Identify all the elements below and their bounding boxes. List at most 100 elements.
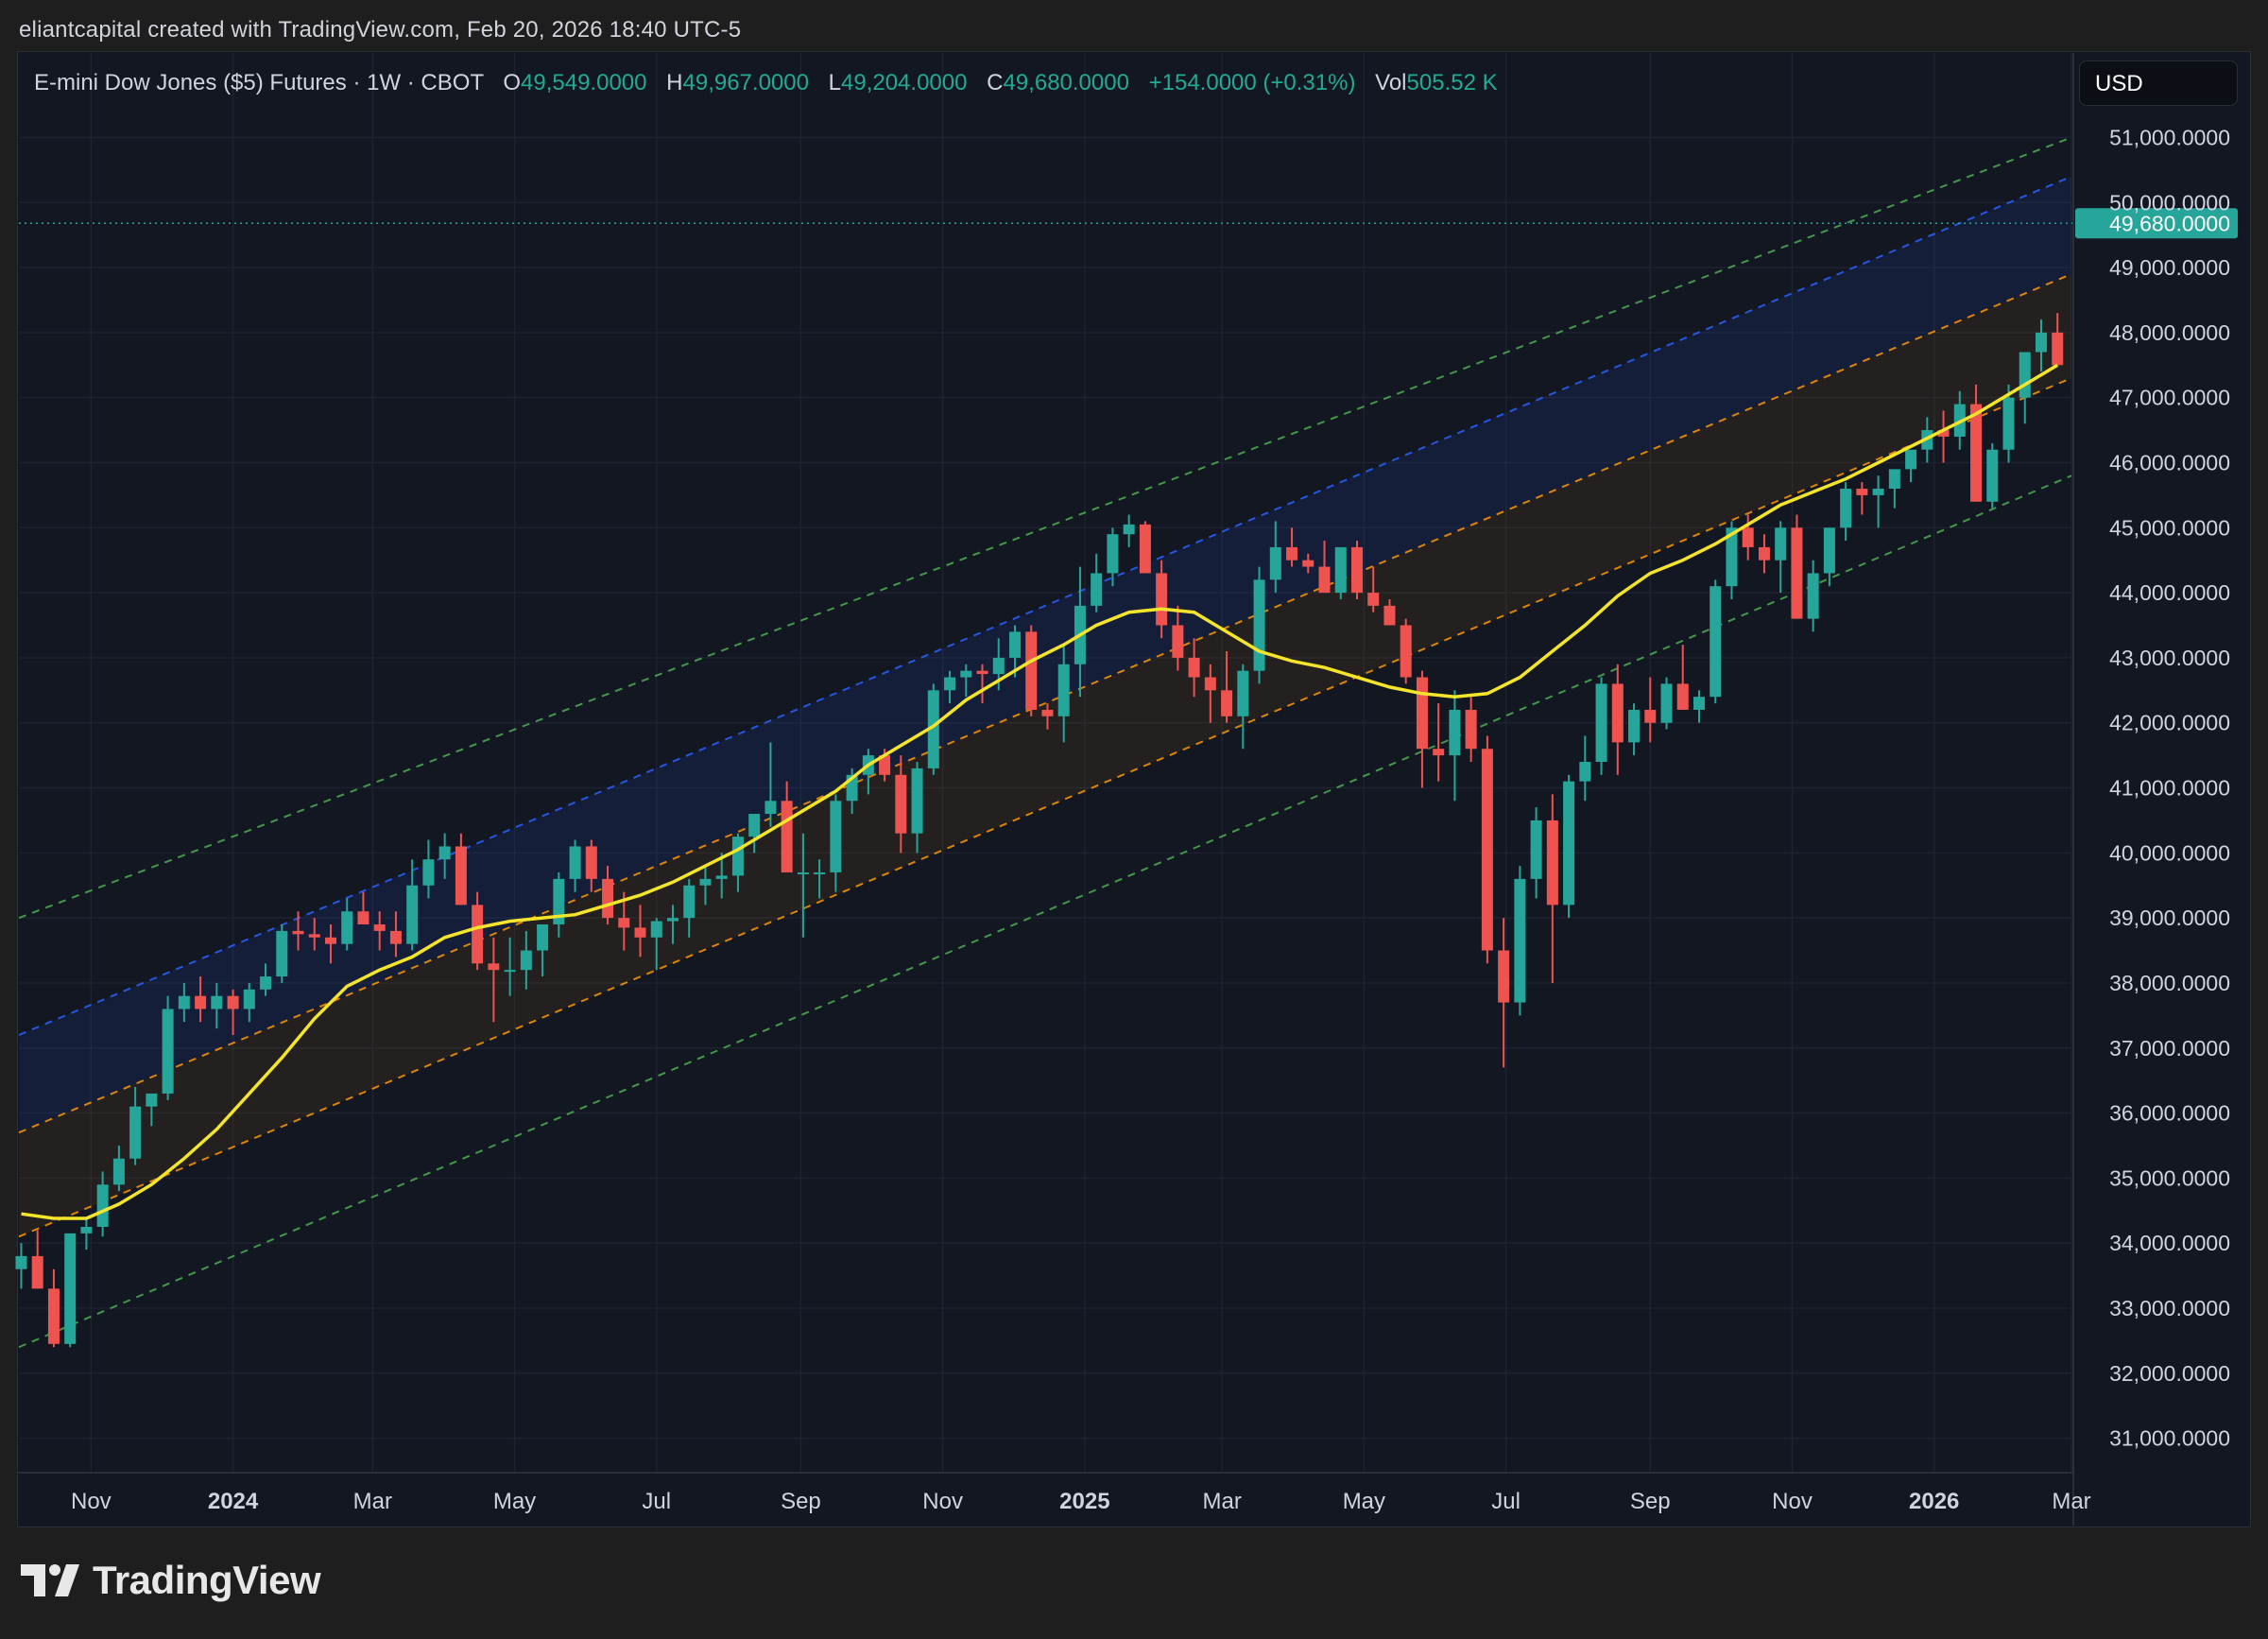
candle-body xyxy=(1204,677,1216,691)
candle-body xyxy=(357,911,369,925)
candle-body xyxy=(1905,449,1917,470)
tradingview-logo[interactable]: TradingView xyxy=(21,1558,321,1603)
candle-body xyxy=(879,755,891,775)
candle xyxy=(1595,677,1607,775)
candle-body xyxy=(1318,566,1331,594)
volume-value: 505.52 K xyxy=(1406,70,1498,95)
candle-body xyxy=(1758,546,1770,561)
candle-body xyxy=(373,924,386,931)
candle xyxy=(602,866,614,925)
candle-body xyxy=(1856,489,1868,495)
candle-body xyxy=(927,690,939,768)
candle xyxy=(1937,410,1950,463)
candle xyxy=(1139,521,1151,574)
candle xyxy=(2052,313,2064,366)
grid xyxy=(19,53,2073,1473)
open-label: O xyxy=(503,70,522,95)
candle-body xyxy=(666,918,679,922)
candle-body xyxy=(1302,560,1314,567)
candle-body xyxy=(911,768,923,834)
candle xyxy=(1383,598,1396,626)
candle-body xyxy=(1644,709,1657,723)
candle-body xyxy=(31,1255,43,1289)
price-tick-label: 34,000.0000 xyxy=(2109,1231,2230,1255)
candle-body xyxy=(1433,749,1445,756)
candle-body xyxy=(1123,524,1135,535)
price-tick-label: 40,000.0000 xyxy=(2109,840,2230,865)
candle xyxy=(1579,735,1591,802)
candle xyxy=(195,976,207,1023)
candle-body xyxy=(1286,546,1298,561)
candle-body xyxy=(438,846,451,860)
candle xyxy=(585,839,597,892)
candle-body xyxy=(585,846,597,879)
candle-body xyxy=(1041,709,1054,716)
candle-body xyxy=(1334,546,1347,594)
candle-body xyxy=(1139,524,1151,574)
chart-frame[interactable] xyxy=(17,51,2251,1527)
candle-body xyxy=(1156,573,1168,626)
candle xyxy=(1628,703,1641,756)
candle xyxy=(1905,449,1917,483)
candle xyxy=(15,1243,27,1289)
candle-body xyxy=(389,930,402,944)
candle-body xyxy=(944,677,956,691)
candle-body xyxy=(1449,709,1461,756)
candle xyxy=(146,1093,158,1127)
candle-body xyxy=(960,670,972,678)
candle-body xyxy=(178,995,190,1009)
price-tick-label: 33,000.0000 xyxy=(2109,1296,2230,1320)
candle xyxy=(1400,618,1412,684)
candle-body xyxy=(1530,820,1542,879)
candle-body xyxy=(2019,352,2031,398)
candle-body xyxy=(1611,683,1624,743)
channel-line-middle-lower xyxy=(18,377,2072,1238)
candle-body xyxy=(1416,677,1428,750)
candle xyxy=(373,911,386,951)
candle xyxy=(1986,442,1999,509)
candle-body xyxy=(2052,332,2064,366)
candle xyxy=(422,839,435,899)
high-value: 49,967.0000 xyxy=(682,70,809,95)
candle-body xyxy=(1091,573,1103,606)
price-tick-label: 37,000.0000 xyxy=(2109,1036,2230,1061)
price-axis: 31,000.0000 32,000.0000 33,000.0000 34,000.… xyxy=(2072,53,2230,1526)
candle-body xyxy=(1676,683,1689,710)
candle xyxy=(960,664,972,698)
candle-body xyxy=(1383,605,1396,626)
currency-button[interactable]: USD xyxy=(2079,60,2238,106)
candle xyxy=(1367,566,1380,612)
candle xyxy=(389,911,402,958)
candle xyxy=(1350,541,1363,599)
candle xyxy=(1237,664,1249,750)
candle xyxy=(64,1233,77,1348)
candle-body xyxy=(715,875,728,879)
candle xyxy=(765,742,777,827)
close-label: C xyxy=(987,70,1004,95)
candle-body xyxy=(748,814,761,837)
candle xyxy=(895,755,907,854)
candle xyxy=(96,1171,109,1237)
time-tick-label: Sep xyxy=(781,1489,821,1514)
candle xyxy=(1775,521,1787,594)
candle xyxy=(1840,482,1852,542)
candle xyxy=(1025,625,1038,716)
candle-body xyxy=(1400,625,1412,678)
candle xyxy=(1872,475,1884,528)
candle xyxy=(80,1216,93,1251)
candle xyxy=(1041,703,1054,730)
price-tick-label: 39,000.0000 xyxy=(2109,906,2230,930)
price-tick-label: 38,000.0000 xyxy=(2109,971,2230,995)
candle-body xyxy=(1595,683,1607,762)
candle-body xyxy=(1481,749,1493,951)
candle-body xyxy=(699,878,712,886)
candle xyxy=(455,833,467,906)
candle-body xyxy=(1057,664,1070,716)
candle xyxy=(112,1145,125,1192)
price-tick-label: 46,000.0000 xyxy=(2109,450,2230,474)
moving-average-line xyxy=(21,363,2059,1220)
candle-body xyxy=(895,774,907,834)
candle xyxy=(1888,469,1900,509)
high-label: H xyxy=(666,70,683,95)
